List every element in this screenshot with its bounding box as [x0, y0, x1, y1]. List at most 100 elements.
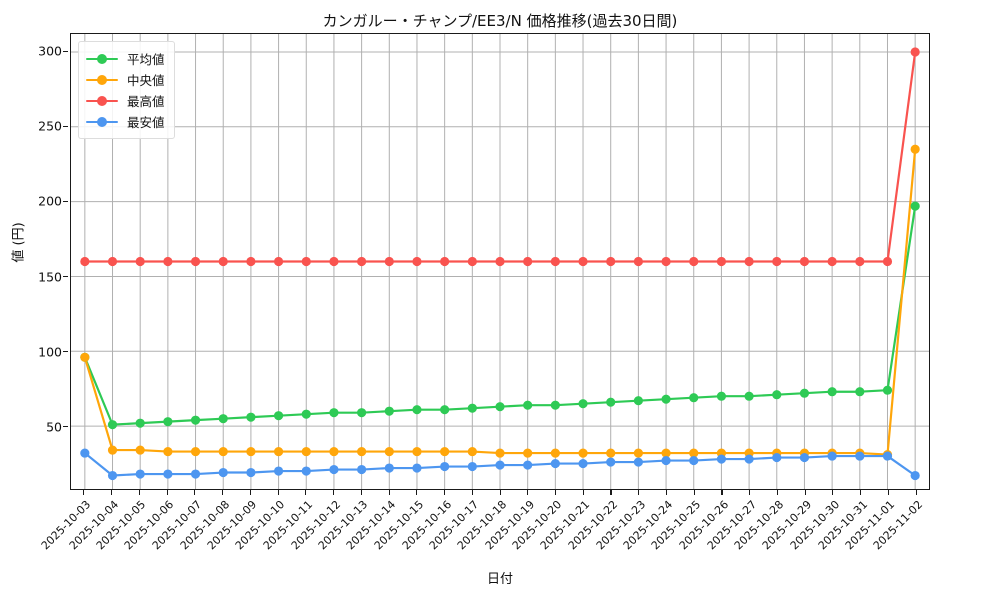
x-axis-tick-mark: [277, 490, 279, 495]
y-axis-tick-mark: [63, 351, 68, 353]
legend-swatch-icon: [86, 115, 118, 129]
data-series-layer: [80, 47, 920, 481]
x-axis-tick-mark: [915, 490, 917, 495]
x-axis-tick-mark: [444, 490, 446, 495]
series-marker: [467, 256, 477, 267]
series-marker: [827, 387, 837, 397]
series-marker: [384, 463, 394, 473]
series-marker: [689, 455, 699, 466]
legend-item[interactable]: 中央値: [86, 69, 165, 90]
series-marker: [357, 256, 367, 267]
chart-legend: 平均値中央値最高値 最安値: [78, 41, 175, 139]
x-axis-tick-mark: [83, 490, 85, 495]
series-marker: [246, 256, 256, 267]
x-axis-tick-mark: [388, 490, 390, 495]
series-marker: [744, 454, 754, 464]
series-marker: [135, 445, 145, 455]
series-marker: [772, 452, 782, 463]
x-axis-tick-mark: [471, 490, 473, 495]
y-axis-tick-label: 250: [38, 118, 62, 134]
series-marker: [799, 256, 810, 267]
series-marker: [384, 406, 394, 416]
legend-item[interactable]: 最安値: [86, 111, 165, 132]
legend-item[interactable]: 最高値: [86, 90, 165, 111]
series-marker: [606, 256, 616, 267]
series-marker: [301, 409, 311, 419]
series-marker: [218, 256, 228, 267]
x-axis-tick-mark: [111, 490, 113, 495]
legend-label: 中央値: [127, 73, 165, 88]
y-axis-label: 値 (円): [11, 222, 27, 263]
series-marker: [578, 458, 588, 469]
series-marker: [578, 448, 588, 458]
y-axis-tick-mark: [63, 276, 68, 278]
series-marker: [855, 387, 865, 397]
x-axis-tick-mark: [665, 490, 668, 495]
series-marker: [107, 420, 118, 430]
series-marker: [772, 390, 782, 400]
series-marker: [689, 448, 699, 458]
series-marker: [80, 352, 90, 362]
x-axis-tick-mark: [776, 490, 778, 495]
series-marker: [107, 470, 118, 481]
series-marker: [633, 457, 643, 467]
series-marker: [163, 447, 173, 457]
chart-title: カンガルー・チャンプ/EE3/N 価格推移(過去30日間): [322, 12, 678, 30]
series-marker: [357, 408, 367, 418]
series-marker: [827, 256, 837, 267]
series-marker: [301, 256, 311, 267]
series-marker: [135, 469, 145, 479]
series-marker: [135, 256, 145, 267]
series-marker: [329, 408, 339, 418]
x-axis-tick-mark: [305, 490, 307, 495]
series-marker: [246, 412, 256, 422]
series-marker: [882, 451, 893, 461]
series-marker: [661, 256, 671, 267]
series-marker: [606, 448, 616, 458]
x-axis-tick-mark: [887, 490, 889, 495]
series-marker: [855, 256, 865, 267]
x-axis-tick-mark: [416, 490, 418, 495]
series-marker: [716, 391, 727, 401]
x-axis-tick-mark: [721, 490, 723, 495]
series-marker: [135, 418, 145, 428]
series-marker: [550, 458, 560, 469]
x-axis-tick-mark: [804, 490, 806, 495]
series-marker: [799, 388, 810, 398]
series-line: [83, 50, 917, 263]
series-marker: [523, 448, 533, 458]
series-marker: [910, 144, 920, 154]
series-marker: [495, 448, 505, 458]
series-marker: [412, 256, 422, 267]
x-axis-tick-mark: [860, 490, 862, 495]
series-marker: [550, 448, 560, 458]
series-marker: [882, 256, 893, 267]
series-marker: [273, 411, 284, 421]
legend-swatch-icon: [86, 73, 118, 87]
series-marker: [246, 467, 256, 478]
y-axis-tick-label: 300: [38, 43, 62, 59]
series-marker: [107, 445, 118, 455]
plot-area: [70, 33, 930, 490]
legend-item[interactable]: 平均値: [86, 48, 165, 69]
x-axis-tick-mark: [832, 490, 834, 495]
series-marker: [412, 447, 422, 457]
x-axis-tick-mark: [582, 490, 584, 495]
series-marker: [80, 448, 90, 458]
series-marker: [633, 448, 643, 458]
series-marker: [661, 455, 671, 466]
series-marker: [440, 461, 450, 472]
y-axis-tick-label: 100: [38, 344, 62, 360]
series-marker: [412, 405, 422, 415]
series-marker: [633, 396, 643, 406]
series-marker: [246, 447, 256, 457]
y-axis-tick-mark: [63, 125, 68, 127]
x-axis-tick-mark: [360, 490, 362, 495]
series-marker: [301, 447, 311, 457]
series-marker: [440, 256, 450, 267]
series-marker: [523, 400, 533, 410]
x-axis-tick-mark: [638, 490, 640, 495]
x-axis-tick-mark: [333, 490, 335, 495]
series-marker: [273, 447, 284, 457]
